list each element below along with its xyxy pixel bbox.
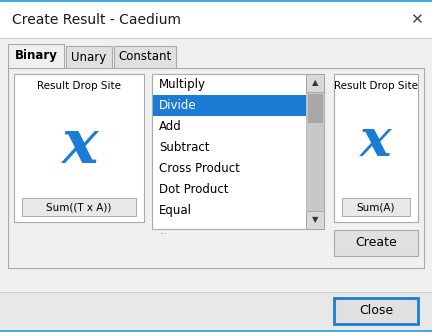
Text: Create: Create: [355, 236, 397, 250]
Bar: [0, 38, 432, 39]
Text: Divide: Divide: [159, 99, 197, 112]
Bar: [334, 298, 418, 324]
Text: Cross Product: Cross Product: [159, 162, 240, 175]
Text: Result Drop Site: Result Drop Site: [37, 81, 121, 91]
Text: ...: ...: [159, 227, 167, 236]
Text: ▲: ▲: [312, 78, 318, 88]
Bar: [0, 330, 432, 332]
Text: Add: Add: [159, 120, 182, 133]
Bar: [0, 2, 432, 38]
Text: Unary: Unary: [71, 50, 107, 63]
Bar: [0, 292, 432, 332]
Bar: [334, 230, 418, 256]
Text: ▼: ▼: [312, 215, 318, 224]
Bar: [114, 46, 176, 68]
Text: x: x: [61, 116, 97, 176]
Bar: [8, 68, 424, 268]
Text: Result Drop Site: Result Drop Site: [334, 81, 418, 91]
Text: ✕: ✕: [410, 13, 422, 28]
Bar: [153, 95, 306, 116]
Bar: [0, 39, 432, 292]
Bar: [66, 46, 112, 68]
Bar: [342, 198, 410, 216]
Text: Sum((T x A)): Sum((T x A)): [46, 202, 112, 212]
Text: Subtract: Subtract: [159, 141, 210, 154]
Text: Binary: Binary: [15, 49, 57, 62]
Bar: [22, 198, 136, 216]
Text: Constant: Constant: [118, 50, 172, 63]
Text: Multiply: Multiply: [159, 78, 206, 91]
Text: Sum(A): Sum(A): [357, 202, 395, 212]
Bar: [8, 44, 64, 68]
Bar: [152, 74, 324, 229]
Bar: [0, 292, 432, 293]
Text: Create Result - Caedium: Create Result - Caedium: [12, 13, 181, 27]
Bar: [306, 74, 324, 92]
Text: Close: Close: [359, 304, 393, 317]
Text: Equal: Equal: [159, 204, 192, 217]
Bar: [306, 211, 324, 229]
Bar: [0, 0, 432, 2]
Bar: [308, 94, 322, 122]
Text: x: x: [360, 117, 392, 168]
Text: Dot Product: Dot Product: [159, 183, 229, 196]
Bar: [334, 74, 418, 222]
Bar: [14, 74, 144, 222]
Bar: [306, 74, 324, 229]
